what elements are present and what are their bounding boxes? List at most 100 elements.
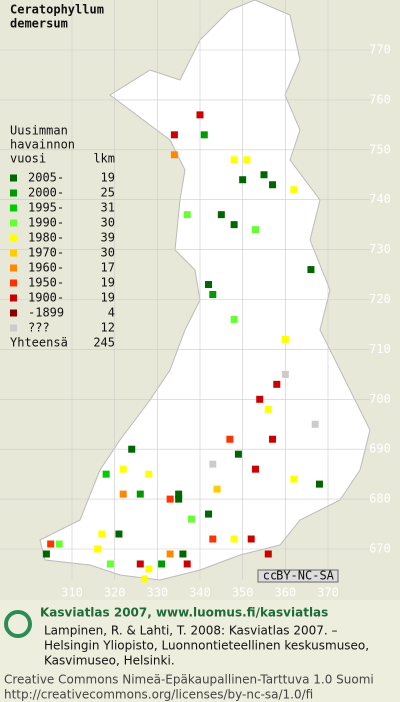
occurrence-square — [187, 515, 195, 523]
occurrence-square — [260, 171, 268, 179]
x-tick-label: 340 — [189, 586, 211, 600]
legend-swatch — [10, 174, 17, 182]
total-label: Yhteensä — [10, 336, 68, 350]
occurrence-square — [256, 395, 264, 403]
cc-text: BY-NC-SA — [276, 569, 335, 583]
occurrence-square — [264, 405, 272, 413]
legend-label: -1899 — [28, 306, 64, 320]
occurrence-square — [281, 335, 289, 343]
legend-swatch — [10, 189, 17, 197]
x-tick-label: 310 — [61, 586, 83, 600]
cc-icon: cc — [263, 569, 277, 583]
occurrence-square — [230, 315, 238, 323]
occurrence-square — [145, 470, 153, 478]
footer-heading: Kasviatlas 2007, www.luomus.fi/kasviatla… — [40, 606, 328, 620]
occurrence-square — [209, 291, 217, 299]
legend-label: 2005- — [28, 171, 64, 185]
title: demersum — [10, 17, 68, 31]
occurrence-square — [290, 475, 298, 483]
occurrence-square — [200, 131, 208, 139]
legend-count: 39 — [101, 231, 115, 245]
occurrence-square — [251, 226, 259, 234]
citation: Kasvimuseo, Helsinki. — [44, 654, 175, 668]
occurrence-square — [251, 465, 259, 473]
legend-count: 12 — [101, 321, 115, 335]
license: Creative Commons Nimeä-Epäkaupallinen-Ta… — [4, 673, 374, 687]
y-tick-label: 750 — [369, 142, 391, 156]
occurrence-square — [311, 420, 319, 428]
legend-swatch — [10, 219, 17, 227]
occurrence-square — [239, 176, 247, 184]
legend-label: 1970- — [28, 246, 64, 260]
occurrence-square — [119, 490, 127, 498]
occurrence-square — [102, 470, 110, 478]
occurrence-square — [47, 540, 55, 548]
total-value: 245 — [93, 336, 115, 350]
occurrence-square — [166, 495, 174, 503]
legend-swatch — [10, 279, 17, 287]
occurrence-square — [226, 435, 234, 443]
x-tick-label: 320 — [104, 586, 126, 600]
occurrence-square — [196, 111, 204, 119]
y-tick-label: 690 — [369, 442, 391, 456]
occurrence-square — [234, 450, 242, 458]
occurrence-square — [115, 530, 123, 538]
occurrence-square — [243, 156, 251, 164]
y-tick-label: 710 — [369, 342, 391, 356]
legend-count: 4 — [108, 306, 115, 320]
legend-count: 30 — [101, 216, 115, 230]
legend-count: 17 — [101, 261, 115, 275]
legend-label: 1960- — [28, 261, 64, 275]
occurrence-square — [98, 530, 106, 538]
occurrence-square — [281, 370, 289, 378]
occurrence-square — [136, 560, 144, 568]
occurrence-square — [175, 490, 183, 498]
y-tick-label: 730 — [369, 242, 391, 256]
y-tick-label: 760 — [369, 92, 391, 106]
occurrence-square — [119, 465, 127, 473]
occurrence-square — [94, 545, 102, 553]
x-tick-label: 350 — [232, 586, 254, 600]
legend-count: 19 — [101, 291, 115, 305]
cc-badge — [257, 569, 339, 583]
legend-label: 1995- — [28, 201, 64, 215]
legend-label: 1900- — [28, 291, 64, 305]
occurrence-square — [264, 550, 272, 558]
occurrence-square — [55, 540, 63, 548]
occurrence-square — [42, 550, 50, 558]
x-tick-label: 360 — [274, 586, 296, 600]
legend-heading: havainnon — [10, 138, 75, 152]
occurrence-square — [158, 560, 166, 568]
citation: Lampinen, R. & Lahti, T. 2008: Kasviatla… — [44, 624, 338, 638]
occurrence-square — [290, 186, 298, 194]
legend-swatch — [10, 309, 17, 317]
occurrence-square — [170, 131, 178, 139]
occurrence-square — [307, 266, 315, 274]
legend-swatch — [10, 294, 17, 302]
occurrence-square — [273, 380, 281, 388]
occurrence-square — [170, 151, 178, 159]
legend-count: 30 — [101, 246, 115, 260]
y-tick-label: 720 — [369, 292, 391, 306]
occurrence-square — [175, 495, 183, 503]
occurrence-square — [145, 565, 153, 573]
legend-swatch — [10, 249, 17, 257]
occurrence-square — [269, 435, 277, 443]
license: http://creativecommons.org/licenses/by-n… — [4, 688, 313, 702]
legend-count: 25 — [101, 186, 115, 200]
y-tick-label: 770 — [369, 43, 391, 57]
occurrence-square — [247, 535, 255, 543]
legend-heading: vuosi — [10, 152, 46, 166]
y-tick-label: 680 — [369, 492, 391, 506]
x-tick-label: 330 — [146, 586, 168, 600]
title: Ceratophyllum — [10, 3, 104, 17]
legend-count: 19 — [101, 171, 115, 185]
occurrence-square — [213, 485, 221, 493]
occurrence-square — [209, 535, 217, 543]
legend-count: 31 — [101, 201, 115, 215]
legend-label: 2000- — [28, 186, 64, 200]
legend-label: ??? — [28, 321, 50, 335]
occurrence-square — [230, 535, 238, 543]
citation: Helsingin Yliopisto, Luonnontieteellinen… — [44, 639, 369, 653]
occurrence-square — [230, 156, 238, 164]
